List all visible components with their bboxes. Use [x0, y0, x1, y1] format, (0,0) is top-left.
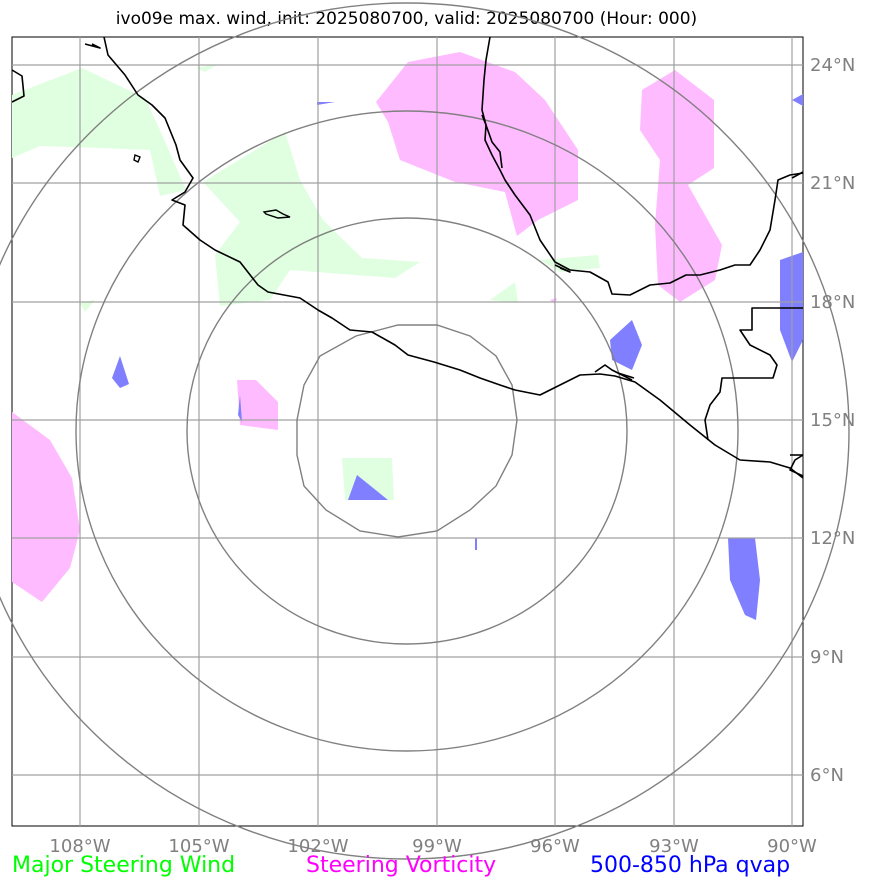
qvap-area [238, 395, 242, 422]
legend-steering-vorticity: Steering Vorticity [306, 853, 497, 878]
coast-yucatan [791, 171, 804, 179]
lon-tick-label: 105°W [168, 836, 229, 857]
legend-major-steering-wind: Major Steering Wind [12, 853, 236, 878]
legend-qvap: 500-850 hPa qvap [590, 853, 791, 878]
vorticity-area [237, 380, 278, 430]
wind-area [80, 300, 95, 312]
range-ring-3 [75, 110, 739, 752]
lakes [133, 154, 291, 219]
wind-area [490, 282, 518, 303]
coast-baja-tip [84, 43, 101, 49]
coast-gulf-mexico [481, 36, 804, 296]
lon-tick-labels: 108°W 105°W 102°W 99°W 96°W 93°W 90°W [49, 836, 817, 857]
wind-area [12, 68, 186, 196]
lake-chapala [262, 209, 291, 219]
qvap-area [317, 102, 335, 105]
lon-tick-label: 93°W [649, 836, 699, 857]
coast-gulf-sandbar [481, 114, 503, 169]
lon-tick-label: 102°W [287, 836, 348, 857]
qvap-area [475, 538, 477, 550]
vorticity-fields [12, 52, 722, 602]
qvap-area [112, 356, 129, 388]
lat-tick-label: 21°N [810, 173, 855, 194]
coast-laguna [617, 372, 635, 379]
vorticity-area [12, 412, 80, 602]
lon-tick-label: 108°W [49, 836, 110, 857]
lon-tick-label: 90°W [767, 836, 817, 857]
lat-tick-label: 6°N [810, 765, 844, 786]
lat-tick-label: 24°N [810, 55, 855, 76]
lat-tick-label: 15°N [810, 410, 855, 431]
lon-tick-label: 99°W [412, 836, 462, 857]
coastlines [11, 36, 804, 479]
range-ring-2 [186, 217, 628, 645]
wind-area [196, 64, 218, 72]
coast-belize-east [789, 454, 804, 477]
map-title: ivo09e max. wind, init: 2025080700, vali… [115, 9, 698, 29]
wind-area [203, 132, 420, 306]
range-rings [0, 2, 850, 860]
range-ring-1 [296, 324, 518, 538]
coast-pacific-mexico [103, 36, 804, 479]
range-ring-4 [0, 2, 850, 860]
border-guatemala [704, 307, 803, 441]
vorticity-area [640, 70, 722, 302]
qvap-area [792, 94, 803, 106]
vorticity-area [376, 52, 578, 236]
qvap-area [728, 538, 760, 620]
lon-tick-label: 96°W [530, 836, 580, 857]
lat-tick-labels: 24°N 21°N 18°N 15°N 12°N 9°N 6°N [810, 55, 855, 786]
island-maria [133, 154, 141, 163]
coast-sonora-top [11, 69, 25, 103]
lat-tick-label: 18°N [810, 292, 855, 313]
lat-tick-label: 9°N [810, 647, 844, 668]
coast-campeche [554, 264, 571, 273]
lat-tick-label: 12°N [810, 528, 855, 549]
qvap-area [610, 320, 642, 370]
qvap-area [348, 475, 388, 500]
